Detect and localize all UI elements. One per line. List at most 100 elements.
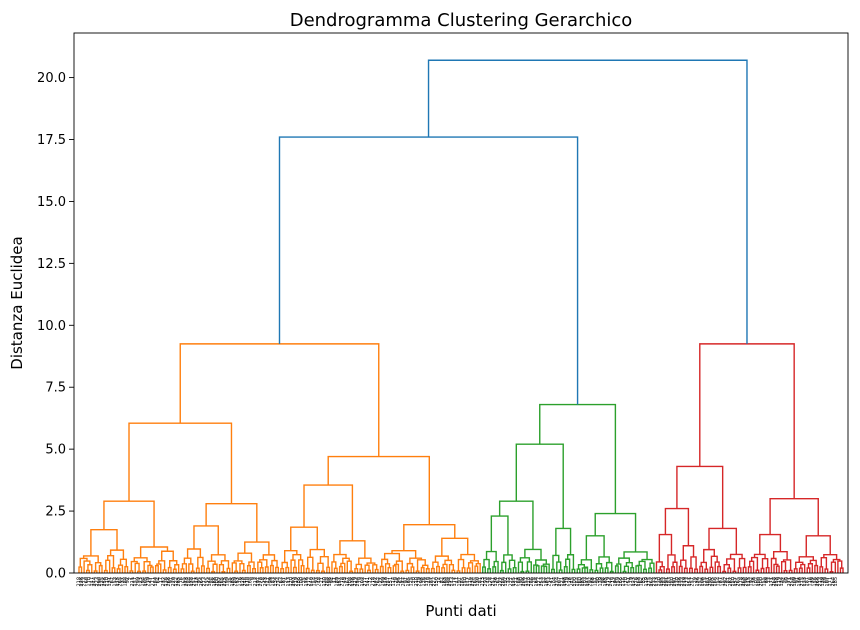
dendrogram-link	[604, 567, 609, 573]
leaf-label: 194	[613, 577, 619, 587]
leaf-label: 154	[715, 577, 721, 587]
dendrogram-link	[434, 555, 449, 563]
leaf-label: 213	[480, 577, 486, 587]
leaf-label: 49	[427, 577, 433, 583]
leaf-label: 194	[140, 577, 146, 587]
leaf-label: 20	[411, 577, 417, 583]
leaf-label: 275	[646, 577, 652, 587]
leaf-label: 289	[232, 577, 238, 587]
dendrogram-link	[584, 566, 589, 573]
dendrogram-link	[507, 568, 512, 573]
dendrogram-link	[678, 565, 683, 573]
dendrogram-link	[79, 557, 88, 568]
leaf-label: 232	[161, 577, 167, 587]
leaf-label: 210	[414, 577, 420, 587]
dendrogram-link	[193, 525, 219, 555]
dendrogram-link	[614, 565, 619, 573]
leaf-label: 97	[404, 577, 410, 583]
dendrogram-link	[558, 569, 563, 573]
leaf-label: 47	[148, 577, 154, 583]
leaf-label: 266	[815, 577, 821, 587]
leaf-label: 218	[370, 577, 376, 587]
leaf-label: 29	[393, 577, 399, 583]
dendrogram-link	[566, 554, 575, 570]
dendrogram-link	[410, 566, 415, 573]
leaf-label: 279	[416, 577, 422, 587]
leaf-label: 171	[769, 577, 775, 587]
leaf-label: 52	[542, 577, 548, 583]
dendrogram-link	[539, 403, 617, 514]
dendrogram-link	[415, 570, 420, 573]
dendrogram-link	[333, 567, 338, 573]
leaf-label: 290	[97, 577, 103, 587]
leaf-label: 244	[92, 577, 98, 587]
dendrogram-link	[773, 563, 779, 573]
leaf-label: 257	[386, 577, 392, 587]
dendrogram-link	[354, 567, 359, 573]
dendrogram-link	[599, 567, 604, 573]
dendrogram-link	[427, 59, 748, 344]
leaf-label: 199	[225, 577, 231, 587]
dendrogram-link	[699, 565, 704, 573]
leaf-label: 168	[248, 577, 254, 587]
dendrogram-link	[742, 566, 747, 573]
leaf-label: 116	[621, 577, 627, 587]
leaf-label: 155	[204, 577, 210, 587]
leaf-label: 114	[391, 577, 397, 587]
dendrogram-link	[116, 568, 121, 573]
leaf-label: 90	[595, 577, 601, 583]
leaf-label: 140	[309, 577, 315, 587]
leaf-label: 183	[271, 577, 277, 587]
dendrogram-link	[130, 560, 138, 571]
dendrogram-link	[94, 561, 102, 571]
dendrogram-link	[180, 568, 185, 573]
x-axis-label: Punti dati	[425, 602, 496, 620]
leaf-label: 27	[378, 577, 384, 583]
leaf-label: 253	[539, 577, 545, 587]
leaf-label: 279	[565, 577, 571, 587]
leaf-label: 120	[289, 577, 295, 587]
leaf-label: 228	[526, 577, 532, 587]
leaf-label: 25	[301, 577, 307, 583]
leaf-label: 105	[143, 577, 149, 587]
dendrogram-link	[699, 343, 795, 499]
dendrogram-link	[598, 556, 610, 564]
dendrogram-link	[425, 568, 430, 573]
leaf-label: 107	[825, 577, 831, 587]
dendrogram-link	[769, 497, 819, 536]
leaf-label: 37	[120, 577, 126, 583]
leaf-label: 222	[498, 577, 504, 587]
leaf-label: 62	[110, 577, 116, 583]
leaf-label: 268	[741, 577, 747, 587]
leaf-label: 17	[158, 577, 164, 583]
dendrogram-link	[747, 566, 752, 573]
dendrogram-link	[441, 567, 446, 573]
leaf-label: 51	[626, 577, 632, 583]
dendrogram-link	[760, 567, 765, 573]
leaf-label: 119	[644, 577, 650, 587]
leaf-label: 89	[823, 577, 829, 583]
dendrogram-link	[460, 553, 476, 561]
leaf-label: 219	[352, 577, 358, 587]
leaf-label: 271	[787, 577, 793, 587]
leaf-label: 164	[534, 577, 540, 587]
dendrogram-link	[290, 526, 318, 551]
leaf-label: 268	[772, 577, 778, 587]
leaf-label: 117	[465, 577, 471, 587]
dendrogram-link	[824, 568, 829, 573]
dendrogram-link	[680, 559, 687, 569]
dendrogram-link	[326, 566, 331, 573]
leaf-label: 291	[672, 577, 678, 587]
dendrogram-link	[139, 546, 169, 558]
leaf-label: 192	[503, 577, 509, 587]
leaf-label: 181	[705, 577, 711, 587]
leaf-label: 185	[603, 577, 609, 587]
leaf-label: 199	[381, 577, 387, 587]
leaf-label: 256	[102, 577, 108, 587]
dendrogram-link	[551, 568, 555, 573]
leaf-label: 233	[680, 577, 686, 587]
dendrogram-link	[303, 484, 354, 541]
leaf-label: 279	[605, 577, 611, 587]
leaf-label: 32	[506, 577, 512, 583]
leaf-label: 98	[419, 577, 425, 583]
